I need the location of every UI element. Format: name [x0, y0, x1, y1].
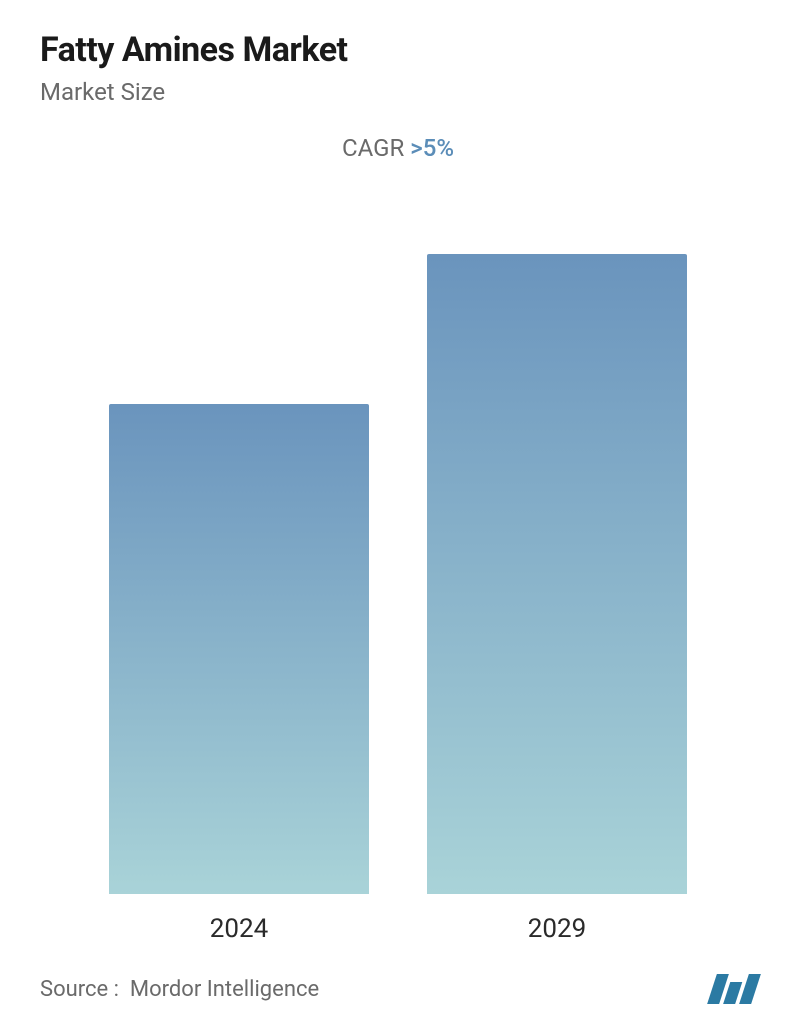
source-label: Source : — [40, 977, 119, 1002]
labels-row: 2024 2029 — [40, 914, 756, 944]
cagr-value: >5% — [410, 134, 454, 162]
source-name: Mordor Intelligence — [130, 977, 319, 1002]
cagr-label: CAGR — [342, 134, 404, 162]
logo-bar-2 — [739, 974, 761, 1004]
footer: Source : Mordor Intelligence — [40, 954, 756, 1014]
chart-title: Fatty Amines Market — [40, 30, 756, 70]
source-text: Source : Mordor Intelligence — [40, 977, 319, 1002]
cagr-line: CAGR >5% — [40, 134, 756, 162]
brand-logo-icon — [707, 974, 761, 1004]
bar-label-2029: 2029 — [427, 914, 687, 944]
bar-label-2024: 2024 — [109, 914, 369, 944]
bars-row — [40, 192, 756, 894]
bar-2024 — [109, 404, 369, 894]
chart-plot-area: 2024 2029 — [40, 192, 756, 954]
chart-subtitle: Market Size — [40, 78, 756, 106]
bar-2029 — [427, 254, 687, 894]
